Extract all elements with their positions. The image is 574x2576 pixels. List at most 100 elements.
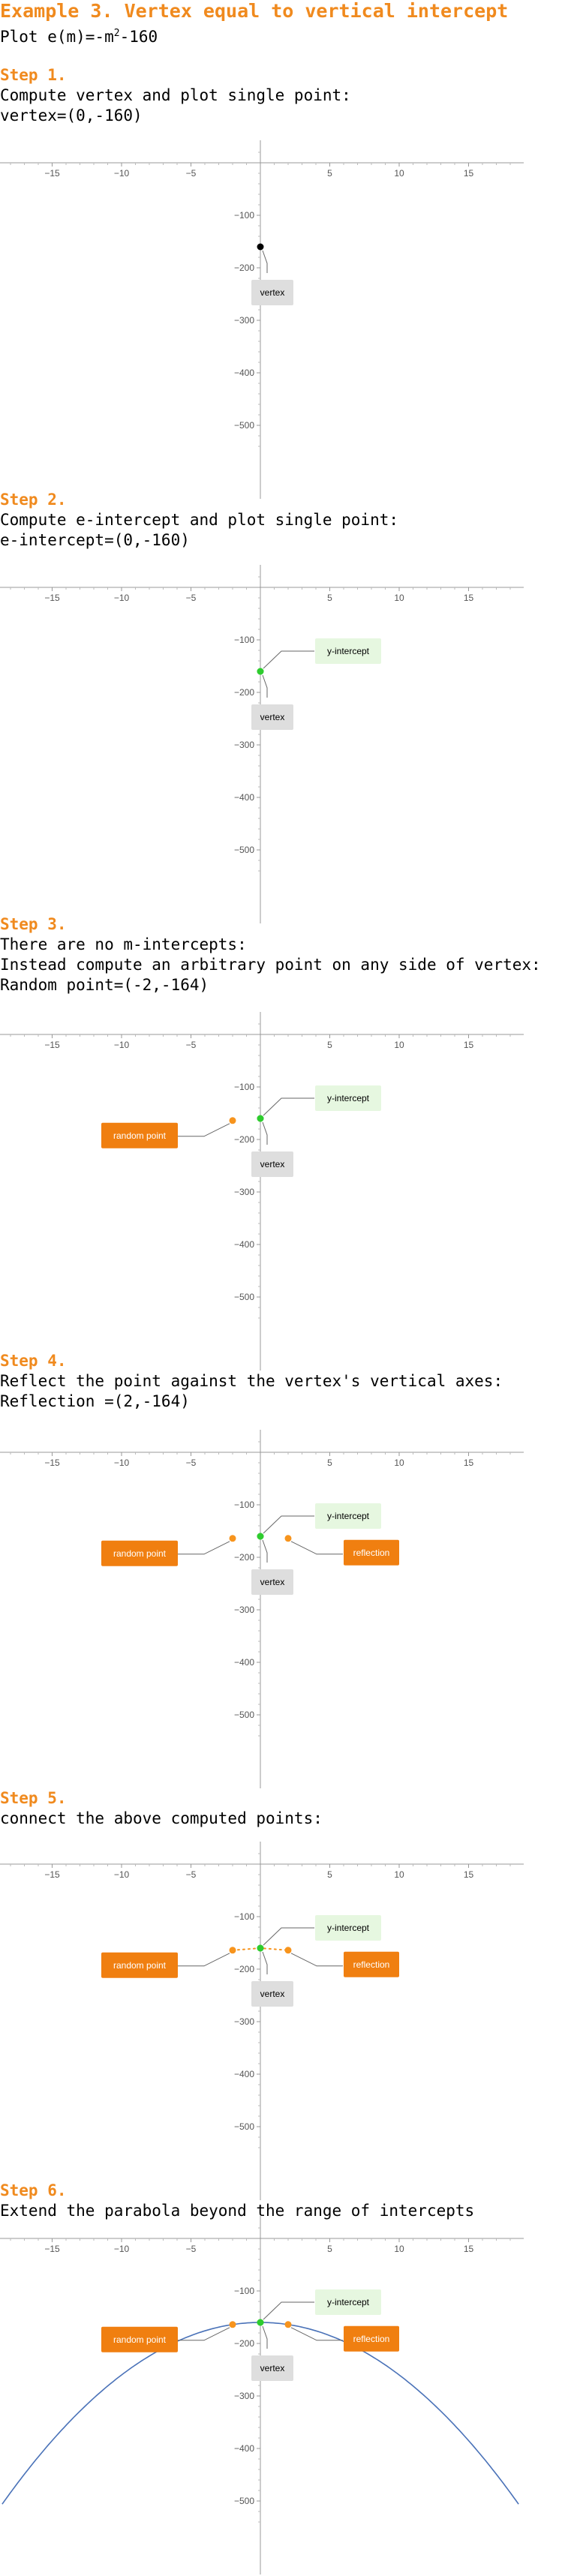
x-tick-label: −15 [44, 2244, 60, 2254]
y-tick-label: −100 [234, 1911, 254, 1922]
random-callout-label: random point [113, 1960, 167, 1971]
x-tick-label: 5 [327, 1458, 332, 1468]
random-point [229, 1117, 236, 1124]
x-tick-label: 5 [327, 168, 332, 179]
random-callout-leader [178, 1123, 230, 1137]
step-text-line: Reflection =(2,-164) [0, 1392, 190, 1410]
yint-callout-box [315, 1915, 381, 1941]
vertex-point [257, 1115, 264, 1122]
x-tick-label: 15 [464, 1040, 474, 1050]
vertex-callout-leader [262, 1121, 268, 1145]
reflection-callout-label: reflection [353, 1548, 390, 1558]
step-heading: Step 2. [0, 491, 67, 509]
yint-callout-leader [263, 1515, 314, 1534]
x-tick-label: 5 [327, 1869, 332, 1880]
vertex-point [257, 1533, 264, 1540]
reflection-callout-label: reflection [353, 1959, 390, 1970]
vertex-callout-box [251, 704, 293, 730]
y-tick-label: −100 [234, 1500, 254, 1510]
x-tick-label: 5 [327, 1040, 332, 1050]
x-tick-label: −10 [114, 1040, 130, 1050]
step-chart: −15 −10 −5 5 10 15 −100 −200 −300 −400 −500 y-inter… [0, 1012, 524, 1371]
random-callout-box [101, 1952, 178, 1978]
y-tick-label: −200 [234, 687, 254, 698]
reflection-callout-leader [290, 1541, 343, 1555]
x-tick-label: 15 [464, 1458, 474, 1468]
vertex-callout-box [251, 1981, 293, 2007]
x-tick-label: 15 [464, 1869, 474, 1880]
x-tick-label: −5 [186, 2244, 197, 2254]
y-tick-label: −400 [234, 2443, 254, 2454]
x-tick-label: 10 [394, 1040, 404, 1050]
vertex-callout-box [251, 2355, 293, 2381]
x-tick-label: −10 [114, 593, 130, 603]
x-tick-label: −5 [186, 168, 197, 179]
x-tick-label: −10 [114, 168, 130, 179]
x-tick-label: −10 [114, 1458, 130, 1468]
plot-function: e(m)=-m [47, 28, 114, 46]
vertex-callout-label: vertex [260, 1159, 285, 1169]
y-tick-label: −100 [234, 1082, 254, 1092]
x-tick-label: 10 [394, 1869, 404, 1880]
vertex-callout-label: vertex [260, 2363, 285, 2373]
y-tick-label: −400 [234, 1657, 254, 1668]
x-tick-label: 15 [464, 593, 474, 603]
vertex-callout-box [251, 280, 293, 305]
vertex-point [257, 668, 264, 675]
plot-prefix: Plot [0, 28, 48, 46]
x-tick-label: −5 [186, 1869, 197, 1880]
step-heading: Step 5. [0, 1789, 67, 1807]
x-tick-label: 5 [327, 2244, 332, 2254]
step-text-line: Extend the parabola beyond the range of … [0, 2202, 475, 2220]
y-tick-label: −300 [234, 1187, 254, 1197]
x-tick-label: −10 [114, 2244, 130, 2254]
vertex-callout-label: vertex [260, 287, 285, 298]
vertex-callout-box [251, 1151, 293, 1177]
vertex-callout-leader [262, 2325, 268, 2349]
x-tick-label: 10 [394, 168, 404, 179]
step-heading: Step 3. [0, 915, 67, 933]
vertex-point [257, 1944, 264, 1952]
y-tick-label: −400 [234, 792, 254, 803]
y-tick-label: −100 [234, 210, 254, 221]
x-tick-label: −15 [44, 1040, 60, 1050]
yint-callout-label: y-intercept [327, 646, 370, 656]
x-tick-label: −15 [44, 1458, 60, 1468]
reflection-callout-leader [290, 1953, 343, 1967]
step-heading: Step 1. [0, 66, 67, 84]
random-callout-box [101, 1540, 178, 1566]
y-tick-label: −100 [234, 2286, 254, 2296]
x-tick-label: 5 [327, 593, 332, 603]
vertex-callout-box [251, 1569, 293, 1595]
y-tick-label: −400 [234, 368, 254, 378]
yint-callout-leader [263, 1927, 314, 1946]
y-tick-label: −300 [234, 2016, 254, 2027]
y-tick-label: −100 [234, 635, 254, 645]
plot-exponent: 2 [113, 28, 120, 39]
yint-callout-box [315, 2289, 381, 2315]
yint-callout-label: y-intercept [327, 1923, 370, 1933]
y-tick-label: −400 [234, 1239, 254, 1250]
step-text-line: Reflect the point against the vertex's v… [0, 1372, 503, 1390]
step-text-line: Compute vertex and plot single point: [0, 86, 351, 104]
step-heading: Step 4. [0, 1352, 67, 1370]
random-callout-label: random point [113, 2334, 167, 2345]
x-tick-label: −5 [186, 1040, 197, 1050]
function-statement: Plot e(m)=-m2-160 [0, 28, 158, 46]
step-text-line: vertex=(0,-160) [0, 107, 143, 125]
x-tick-label: 10 [394, 2244, 404, 2254]
step-text-line: Instead compute an arbitrary point on an… [0, 956, 541, 974]
random-callout-box [101, 2326, 178, 2352]
x-tick-label: 15 [464, 168, 474, 179]
y-tick-label: −500 [234, 1710, 254, 1720]
y-tick-label: −500 [234, 845, 254, 855]
reflection-callout-box [344, 1951, 399, 1977]
y-tick-label: −300 [234, 740, 254, 750]
step-text-line: There are no m-intercepts: [0, 935, 247, 953]
step-chart: −15 −10 −5 5 10 15 −100 −200 −300 −400 −500 vertex [0, 140, 524, 499]
random-callout-leader [178, 1953, 230, 1967]
x-tick-label: 15 [464, 2244, 474, 2254]
vertex-callout-label: vertex [260, 1989, 285, 1999]
page-title: Example 3. Vertex equal to vertical inte… [0, 0, 509, 22]
random-point [229, 2321, 236, 2328]
